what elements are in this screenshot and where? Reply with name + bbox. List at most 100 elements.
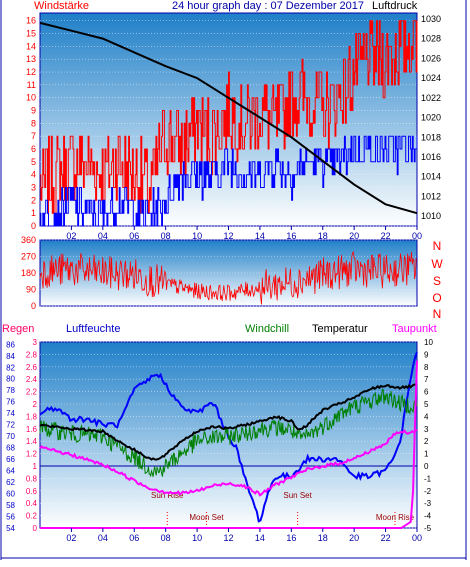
rain-y-tick-label: 0.8	[26, 474, 38, 483]
climate-x-tick-label: 16	[286, 533, 296, 543]
wind-y-tick-label: 5	[31, 157, 36, 167]
wind-x-tick-label: 10	[192, 231, 202, 241]
humidity-y-tick-label: 78	[6, 386, 15, 395]
humidity-y-tick-label: 72	[6, 421, 15, 430]
chart-title: 24 hour graph day : 07 Dezember 2017	[172, 0, 364, 12]
wind-direction-series	[39, 251, 417, 305]
wind-y-tick-label: 1	[31, 208, 36, 218]
humidity-y-tick-label: 76	[6, 398, 15, 407]
humidity-y-tick-label: 74	[6, 409, 15, 418]
humidity-y-tick-label: 66	[6, 455, 15, 464]
humidity-y-tick-label: 86	[6, 340, 15, 349]
pressure-y-tick-label: 1014	[421, 172, 441, 182]
compass-label-n-bottom: N	[433, 307, 442, 321]
wind-x-tick-label: 00	[412, 231, 422, 241]
wind-y-tick-label: 8	[31, 118, 36, 128]
climate-x-tick-label: 00	[412, 533, 422, 543]
compass-label-o: O	[432, 291, 441, 305]
rain-series	[40, 360, 418, 529]
humidity-y-tick-label: 54	[6, 524, 15, 533]
wind-y-tick-label: 4	[31, 170, 36, 180]
humidity-temperature-chart: 0 0.2 0.4 0.6 0.8 1 1.2 1.4 1.6 1.8 2 2.2 2.4 2.6 2.8 3…	[6, 338, 433, 543]
legend-dewpoint: Taupunkt	[392, 323, 437, 335]
legend-rain: Regen	[2, 323, 34, 335]
climate-x-tick-label: 10	[192, 533, 202, 543]
compass-label-s: S	[433, 274, 441, 288]
annotation-label: Sun Set	[283, 491, 312, 500]
wind-average-series	[40, 135, 418, 227]
rain-y-tick-label: 1.8	[26, 412, 38, 421]
wind-y-tick-label: 6	[31, 144, 36, 154]
wind-direction-panel	[39, 239, 418, 307]
direction-y-tick-label: 0	[31, 301, 36, 311]
compass-label-w: W	[431, 257, 443, 271]
pressure-y-tick-label: 1026	[421, 53, 441, 63]
annotation-label: Moon Set	[189, 513, 224, 522]
wind-y-tick-label: 10	[26, 93, 36, 103]
pressure-y-tick-label: 1024	[421, 73, 441, 83]
temperature-y-tick-label: 2	[424, 437, 429, 446]
temperature-y-tick-label: 0	[424, 462, 429, 471]
wind-y-tick-label: 2	[31, 195, 36, 205]
climate-x-tick-label: 08	[161, 533, 171, 543]
humidity-y-tick-label: 58	[6, 501, 15, 510]
humidity-y-tick-label: 80	[6, 375, 15, 384]
temperature-y-tick-label: 3	[424, 425, 429, 434]
climate-x-tick-label: 12	[223, 533, 233, 543]
humidity-y-tick-label: 68	[6, 444, 15, 453]
pressure-y-tick-label: 1016	[421, 152, 441, 162]
temperature-y-tick-label: -3	[424, 499, 432, 508]
rain-y-tick-label: 2.6	[26, 363, 38, 372]
direction-y-tick-label: 360	[21, 235, 36, 245]
wind-y-tick-label: 7	[31, 131, 36, 141]
wind-x-tick-label: 08	[161, 231, 171, 241]
pressure-y-tick-label: 1022	[421, 93, 441, 103]
humidity-y-tick-label: 70	[6, 432, 15, 441]
chart-header-left: Windstärke	[34, 0, 89, 12]
wind-x-tick-label: 20	[349, 231, 359, 241]
pressure-series	[39, 21, 418, 215]
wind-y-tick-label: 0	[31, 221, 36, 231]
pressure-y-tick-label: 1010	[421, 211, 441, 221]
wind-y-tick-label: 14	[26, 41, 36, 51]
windchill-series	[39, 388, 418, 478]
dewpoint-series	[39, 429, 418, 497]
wind-x-tick-label: 04	[98, 231, 108, 241]
rain-y-tick-label: 0.4	[26, 499, 38, 508]
temperature-y-tick-label: 8	[424, 363, 429, 372]
wind-x-tick-label: 06	[129, 231, 139, 241]
temperature-y-tick-label: 9	[424, 350, 429, 359]
climate-x-tick-label: 06	[129, 533, 139, 543]
temperature-y-tick-label: 4	[424, 412, 429, 421]
temperature-y-tick-label: 5	[424, 400, 429, 409]
annotation-label: Moon Rise	[376, 513, 415, 522]
temperature-series	[39, 383, 418, 461]
rain-y-tick-label: 0	[33, 524, 38, 533]
temperature-y-tick-label: 10	[424, 338, 433, 347]
climate-x-tick-label: 02	[66, 533, 76, 543]
rain-y-tick-label: 1.2	[26, 450, 38, 459]
rain-y-tick-label: 2.8	[26, 350, 38, 359]
climate-x-tick-label: 04	[98, 533, 108, 543]
direction-y-tick-label: 90	[26, 285, 36, 295]
humidity-y-tick-label: 62	[6, 478, 15, 487]
wind-gust-series	[40, 20, 418, 214]
wind-y-tick-label: 11	[27, 80, 36, 90]
temperature-y-tick-label: 7	[424, 375, 429, 384]
pressure-y-tick-label: 1030	[421, 14, 441, 24]
rain-y-tick-label: 0.2	[26, 512, 38, 521]
chart-header-right: Luftdruck	[372, 0, 418, 12]
legend-temperature: Temperatur	[312, 323, 368, 335]
wind-y-tick-label: 16	[26, 16, 36, 26]
rain-y-tick-label: 1	[33, 462, 38, 471]
temperature-y-tick-label: -2	[424, 487, 432, 496]
wind-x-tick-label: 14	[255, 231, 265, 241]
climate-x-tick-label: 18	[318, 533, 328, 543]
humidity-y-tick-label: 56	[6, 513, 15, 522]
temperature-y-tick-label: -1	[424, 474, 432, 483]
legend-humidity: Luftfeuchte	[66, 323, 120, 335]
wind-y-tick-label: 3	[31, 183, 36, 193]
humidity-y-tick-label: 84	[6, 352, 15, 361]
